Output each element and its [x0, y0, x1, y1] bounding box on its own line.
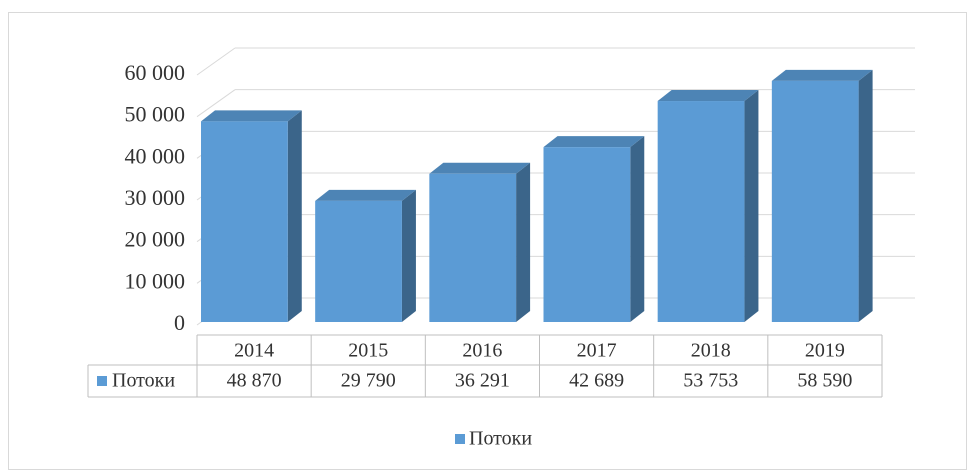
y-tick-label: 20 000: [125, 227, 186, 252]
x-tick-label: 2018: [691, 340, 731, 362]
data-label: 48 870: [227, 370, 282, 392]
y-tick-label: 40 000: [125, 143, 186, 168]
data-label: 29 790: [341, 370, 396, 392]
data-label: 58 590: [797, 370, 852, 392]
bar: [771, 80, 859, 322]
legend-swatch: [455, 434, 465, 444]
table-series-name: Потоки: [112, 370, 175, 392]
y-tick-label: 50 000: [125, 102, 186, 127]
bar: [543, 147, 631, 322]
bar-top: [771, 69, 873, 81]
bar-side: [287, 110, 302, 322]
x-tick-label: 2014: [234, 340, 274, 362]
bar: [315, 200, 402, 322]
bar-side: [401, 189, 416, 322]
bar: [657, 101, 745, 322]
bar-top: [429, 162, 531, 174]
bar: [201, 121, 288, 322]
y-tick-label: 0: [174, 310, 185, 335]
x-tick-label: 2017: [577, 340, 617, 362]
bar-top: [201, 110, 302, 122]
bar-top: [657, 90, 759, 102]
x-tick-label: 2015: [348, 340, 388, 362]
y-tick-label: 10 000: [125, 268, 186, 293]
bar-top: [315, 189, 416, 201]
bar-side: [858, 69, 873, 322]
grid-line: [196, 89, 236, 118]
grid-line: [196, 47, 236, 76]
bar-side: [744, 90, 759, 322]
data-label: 42 689: [569, 370, 624, 392]
x-tick-label: 2016: [462, 340, 502, 362]
bar-side: [516, 162, 531, 322]
data-label: 53 753: [683, 370, 738, 392]
y-tick-label: 60 000: [125, 60, 186, 85]
y-tick-label: 30 000: [125, 185, 186, 210]
bar: [429, 173, 517, 322]
x-tick-label: 2019: [805, 340, 845, 362]
legend-label: Потоки: [469, 428, 532, 450]
bar-top: [543, 136, 645, 148]
legend-swatch: [97, 376, 107, 386]
data-label: 36 291: [455, 370, 510, 392]
bar-side: [630, 136, 645, 322]
